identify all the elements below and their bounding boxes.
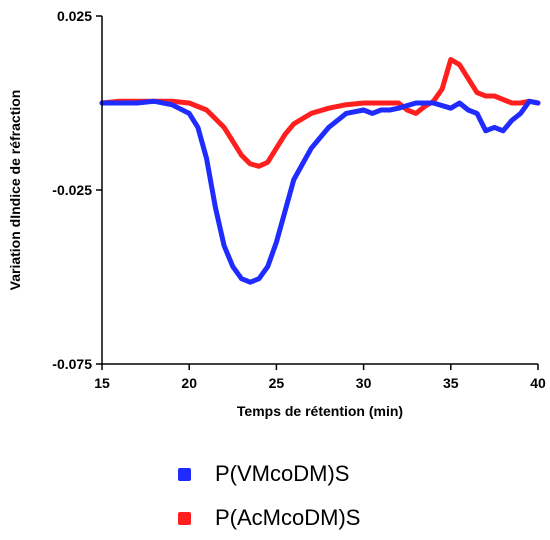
y-ticks: 0.025 -0.025 -0.075 xyxy=(52,8,102,372)
x-axis-title: Temps de rétention (min) xyxy=(237,403,403,419)
x-tick-label: 20 xyxy=(181,375,197,391)
legend-item-series-0: P(VMcoDM)S xyxy=(178,452,360,496)
series-line-1 xyxy=(99,57,541,169)
x-tick-label: 25 xyxy=(269,375,285,391)
y-tick-label: -0.025 xyxy=(52,182,92,198)
legend-swatch-series-0 xyxy=(178,467,191,481)
legend-label-series-0: P(VMcoDM)S xyxy=(215,461,350,486)
legend-label-series-1: P(AcMcoDM)S xyxy=(215,505,361,530)
x-ticks: 15 20 25 30 35 40 xyxy=(94,364,546,391)
legend-item-series-1: P(AcMcoDM)S xyxy=(178,496,360,540)
plot-area xyxy=(99,57,541,285)
y-tick-label: -0.075 xyxy=(52,356,92,372)
x-tick-label: 15 xyxy=(94,375,110,391)
y-tick-label: 0.025 xyxy=(57,8,92,24)
y-axis-title: Variation dIndice de réfraction xyxy=(7,90,23,291)
x-tick-label: 30 xyxy=(356,375,372,391)
legend-swatch-series-1 xyxy=(178,511,191,525)
x-tick-label: 40 xyxy=(530,375,546,391)
legend: P(VMcoDM)S P(AcMcoDM)S xyxy=(178,452,360,540)
series-line-0 xyxy=(99,98,541,285)
x-tick-label: 35 xyxy=(443,375,459,391)
